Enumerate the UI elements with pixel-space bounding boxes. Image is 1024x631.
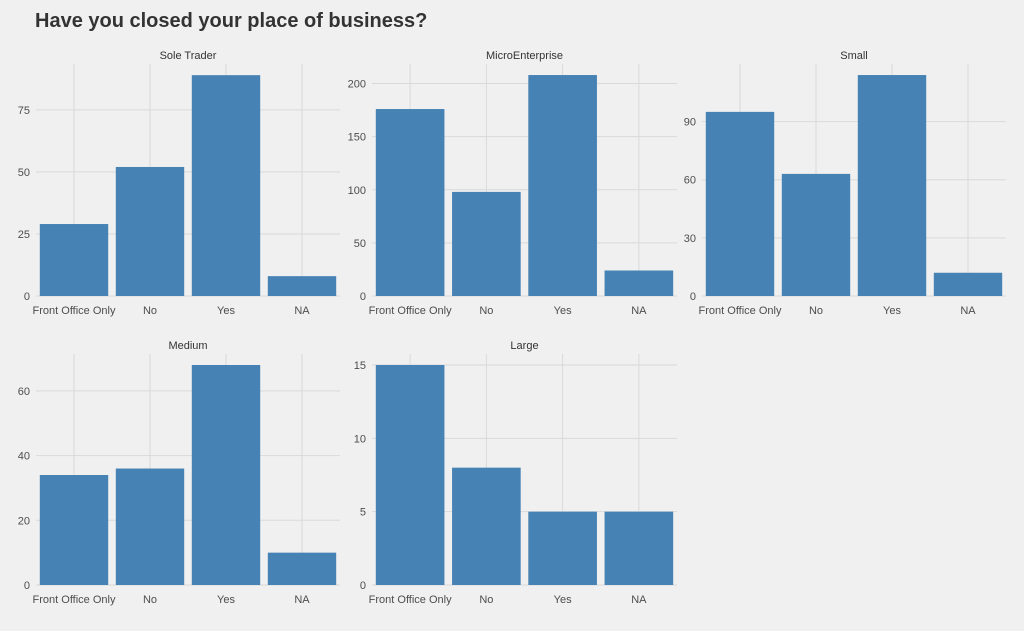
x-tick-label: NA — [631, 594, 647, 606]
x-tick-label: No — [809, 305, 823, 317]
panel-title: MicroEnterprise — [486, 50, 563, 62]
y-tick-label: 60 — [684, 175, 696, 187]
bar — [191, 365, 261, 585]
bar — [452, 191, 521, 296]
bar — [39, 224, 109, 296]
y-tick-label: 0 — [24, 291, 30, 303]
bar — [115, 166, 185, 296]
x-tick-label: NA — [294, 305, 310, 317]
x-tick-label: No — [479, 594, 493, 606]
y-tick-label: 100 — [348, 185, 366, 197]
bar — [604, 270, 674, 296]
x-tick-label: No — [143, 594, 157, 606]
x-tick-label: Front Office Only — [699, 305, 782, 317]
figure-title: Have you closed your place of business? — [35, 10, 428, 32]
bar — [857, 75, 927, 296]
x-tick-label: No — [479, 305, 493, 317]
bar — [781, 173, 851, 296]
panel-title: Large — [510, 340, 538, 352]
bar — [375, 109, 445, 297]
x-tick-label: NA — [960, 305, 976, 317]
y-tick-label: 0 — [360, 291, 366, 303]
bar — [39, 475, 109, 585]
x-tick-label: No — [143, 305, 157, 317]
y-tick-label: 25 — [18, 229, 30, 241]
panel-title: Small — [840, 50, 868, 62]
x-tick-label: Yes — [883, 305, 901, 317]
x-tick-label: Yes — [217, 305, 235, 317]
y-tick-label: 10 — [354, 433, 366, 445]
x-tick-label: Yes — [217, 594, 235, 606]
y-tick-label: 5 — [360, 507, 366, 519]
bar — [604, 511, 674, 585]
y-tick-label: 0 — [24, 580, 30, 592]
panel-title: Medium — [168, 340, 207, 352]
y-tick-label: 20 — [18, 515, 30, 527]
bar — [267, 276, 337, 296]
y-tick-label: 200 — [348, 79, 366, 91]
y-tick-label: 30 — [684, 233, 696, 245]
x-tick-label: NA — [294, 594, 310, 606]
x-tick-label: Front Office Only — [33, 594, 116, 606]
x-tick-label: NA — [631, 305, 647, 317]
bar — [528, 511, 597, 585]
bar — [375, 365, 445, 585]
y-tick-label: 0 — [690, 291, 696, 303]
bar — [267, 552, 337, 585]
x-tick-label: Front Office Only — [33, 305, 116, 317]
y-tick-label: 40 — [18, 451, 30, 463]
bar — [115, 468, 185, 585]
x-tick-label: Yes — [554, 305, 572, 317]
y-tick-label: 0 — [360, 580, 366, 592]
y-tick-label: 15 — [354, 360, 366, 372]
y-tick-label: 50 — [18, 167, 30, 179]
x-tick-label: Front Office Only — [369, 594, 452, 606]
bar — [528, 75, 597, 296]
x-tick-label: Front Office Only — [369, 305, 452, 317]
y-tick-label: 50 — [354, 238, 366, 250]
bar — [191, 75, 261, 297]
x-tick-label: Yes — [554, 594, 572, 606]
bar — [705, 111, 775, 296]
bar — [452, 467, 521, 585]
panel-title: Sole Trader — [160, 50, 217, 62]
y-tick-label: 90 — [684, 117, 696, 129]
bar — [933, 272, 1003, 296]
y-tick-label: 60 — [18, 386, 30, 398]
y-tick-label: 150 — [348, 132, 366, 144]
y-tick-label: 75 — [18, 105, 30, 117]
